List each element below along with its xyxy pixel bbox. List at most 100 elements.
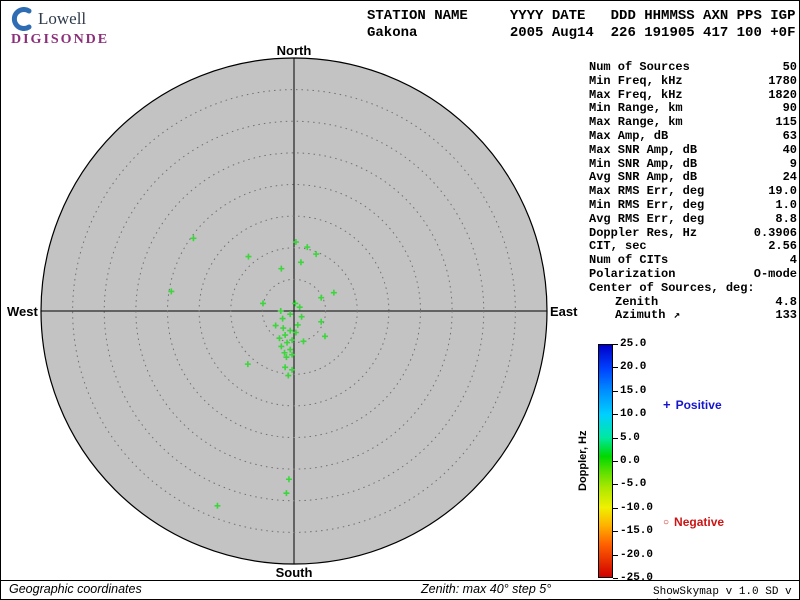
source-marker xyxy=(244,361,251,368)
source-marker xyxy=(300,338,307,345)
source-marker xyxy=(214,502,221,509)
stat-label: Max SNR Amp, dB xyxy=(589,142,698,157)
lowell-crescent-icon xyxy=(11,7,32,31)
colorbar-tickmark xyxy=(613,531,618,533)
source-marker xyxy=(304,244,311,251)
zenith-ring xyxy=(72,89,516,533)
colorbar-tickmark xyxy=(613,367,618,369)
zenith-ring xyxy=(261,278,327,344)
stat-value: 24 xyxy=(782,170,797,185)
stat-label: Min SNR Amp, dB xyxy=(589,156,698,171)
colorbar-tick-label: 15.0 xyxy=(620,384,647,397)
source-marker xyxy=(168,288,175,295)
stat-value: 133 xyxy=(775,308,797,323)
source-marker xyxy=(318,318,325,325)
stat-value: 2.56 xyxy=(768,239,797,254)
source-marker xyxy=(260,300,267,307)
source-marker xyxy=(285,372,292,379)
stat-value: 63 xyxy=(782,128,797,143)
source-marker xyxy=(190,235,197,242)
stat-row: CIT, sec 2.56 xyxy=(589,240,797,254)
footer-divider xyxy=(1,580,799,581)
source-marker xyxy=(278,343,285,350)
colorbar-tickmark xyxy=(613,554,618,556)
colorbar-tickmark xyxy=(613,461,618,462)
source-marker xyxy=(294,321,301,328)
source-marker xyxy=(292,329,299,336)
stat-label: Avg RMS Err, deg xyxy=(589,211,705,226)
stat-value: 40 xyxy=(782,142,797,157)
azimuth-direction-icon: ↗ xyxy=(673,310,681,323)
stat-label: Center of Sources, deg: xyxy=(589,280,755,295)
digisonde-logo-text: DIGISONDE xyxy=(11,32,110,47)
stat-label: Min RMS Err, deg xyxy=(589,197,705,212)
stat-row: Azimuth ↗ 133 xyxy=(589,309,797,324)
source-marker xyxy=(321,333,328,340)
statistics-panel: Num of Sources 50 Min Freq, kHz 1780 Max Fre… xyxy=(589,60,797,324)
stat-row: Avg SNR Amp, dB 24 xyxy=(589,171,797,185)
colorbar-tickmark xyxy=(613,414,618,416)
source-marker xyxy=(276,335,283,342)
stat-row: Max Amp, dB 63 xyxy=(589,128,797,144)
colorbar-tick-label: 0.0 xyxy=(620,455,640,467)
colorbar-ticks: 25.0 20.0 15.0 10.0 5.0 0.0 -5.0 -10.0 -15.0 -20.… xyxy=(598,338,658,584)
source-marker xyxy=(287,311,294,318)
positive-legend-label: Positive xyxy=(675,397,722,412)
source-marker xyxy=(296,304,303,311)
source-marker xyxy=(330,289,337,296)
colorbar-tickmark xyxy=(613,437,618,439)
stat-row: Polarization O-mode xyxy=(589,267,797,282)
stat-value: 9 xyxy=(789,156,797,171)
program-version-label: ShowSkymap v 1.0 SD v 4.2 xyxy=(653,586,792,599)
zenith-ring xyxy=(198,215,390,407)
source-marker xyxy=(283,490,290,497)
coordinates-mode-label: Geographic coordinates xyxy=(9,582,142,596)
colorbar-tickmark xyxy=(613,344,618,345)
colorbar-tick-label: 20.0 xyxy=(620,361,647,374)
stat-value: 50 xyxy=(782,60,797,74)
stat-value: 1780 xyxy=(768,73,797,88)
stat-label: Azimuth xyxy=(615,308,666,323)
source-marker xyxy=(287,346,294,353)
source-marker xyxy=(313,251,320,258)
colorbar-tick-label: 5.0 xyxy=(620,431,640,444)
source-marker xyxy=(282,364,289,371)
negative-doppler-legend: ○ Negative xyxy=(663,515,724,529)
stat-row: Min RMS Err, deg 1.0 xyxy=(589,197,797,213)
positive-doppler-legend: + Positive xyxy=(663,397,722,412)
plus-marker-icon: + xyxy=(663,397,671,412)
source-marker xyxy=(281,349,288,356)
zenith-ring xyxy=(167,184,421,438)
stat-row: Doppler Res, Hz 0.3906 xyxy=(589,226,797,241)
colorbar-tick-label: -20.0 xyxy=(620,548,654,561)
stat-label: Num of CITs xyxy=(589,253,669,268)
stat-label: Avg SNR Amp, dB xyxy=(589,170,698,185)
west-label: West xyxy=(7,304,38,319)
colorbar-title: Doppler, Hz xyxy=(577,430,589,492)
doppler-colorbar xyxy=(598,344,613,578)
source-marker xyxy=(289,351,296,358)
zenith-scale-label: Zenith: max 40° step 5° xyxy=(421,582,552,596)
colorbar-tick-label: 10.0 xyxy=(620,408,647,421)
stat-value: 115 xyxy=(775,115,797,130)
source-marker xyxy=(283,354,290,361)
source-marker xyxy=(292,239,299,246)
colorbar-tickmark xyxy=(613,578,618,579)
colorbar-tick-label: -5.0 xyxy=(620,478,647,491)
stat-value: 90 xyxy=(782,101,797,116)
stat-row: Max SNR Amp, dB 40 xyxy=(589,142,797,158)
header-field-values: Gakona 2005 Aug14 226 191905 417 100 +0F xyxy=(367,25,796,41)
colorbar-tickmark xyxy=(613,484,618,486)
stat-value: 1.0 xyxy=(775,197,797,212)
colorbar-tickmark xyxy=(613,390,618,392)
colorbar-tick-label: -25.0 xyxy=(620,572,654,584)
source-marker xyxy=(279,315,286,322)
stat-value: 4.8 xyxy=(775,294,797,309)
source-marker xyxy=(245,253,252,260)
stat-label: Max Amp, dB xyxy=(589,128,669,143)
source-marker xyxy=(282,332,289,339)
stat-label: Max Freq, kHz xyxy=(589,87,683,102)
stat-label: Min Freq, kHz xyxy=(589,73,683,88)
